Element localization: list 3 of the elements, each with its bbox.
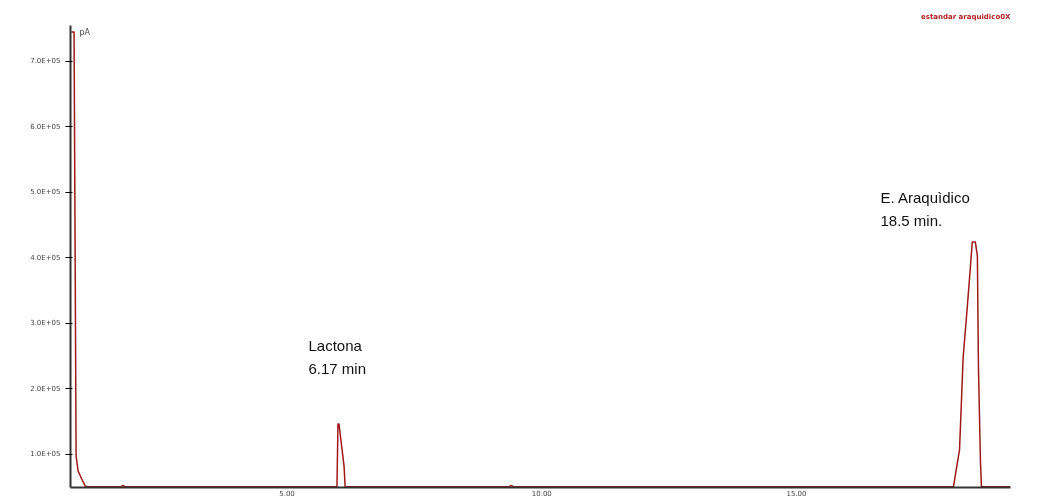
y-axis-title: pA: [79, 27, 91, 37]
annotation: Lactona 6.17 min: [308, 336, 367, 378]
annotation: E. Araquìdico 18.5 min.: [880, 188, 970, 230]
